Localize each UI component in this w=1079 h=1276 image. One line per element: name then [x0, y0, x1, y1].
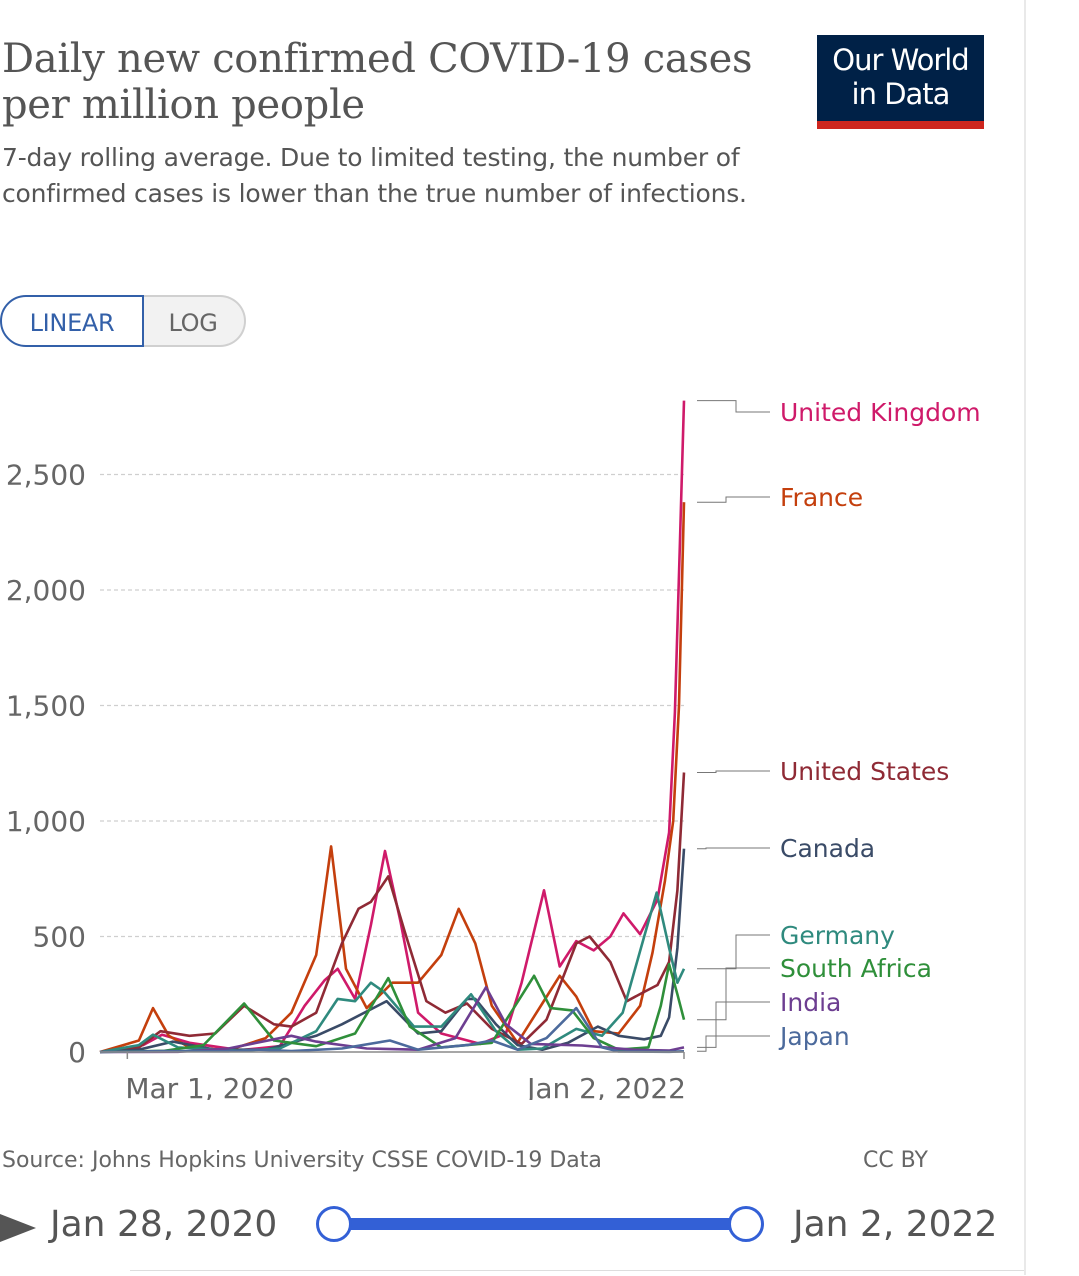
label-connector [697, 1035, 770, 1052]
series-label[interactable]: France [780, 483, 863, 512]
y-tick-label: 2,500 [6, 459, 86, 492]
timeline-slider-track[interactable] [334, 1218, 746, 1230]
y-tick-label: 500 [33, 921, 86, 954]
y-tick-label: 0 [68, 1036, 86, 1069]
series-line-japan[interactable] [99, 1006, 685, 1054]
chart-subtitle: 7-day rolling average. Due to limited te… [2, 143, 747, 208]
series-label[interactable]: Germany [780, 921, 895, 950]
label-connector [697, 496, 770, 503]
panel-border [1024, 0, 1026, 1275]
label-layer: United Kingdom France United States Canada G… [697, 398, 981, 1052]
series-label[interactable]: United Kingdom [780, 398, 981, 427]
series-label[interactable]: Japan [778, 1022, 850, 1051]
y-tick-label: 1,500 [6, 690, 86, 723]
license-link[interactable]: CC BY [862, 1148, 928, 1173]
chart-title: Daily new confirmed COVID-19 cases per m… [2, 36, 753, 128]
series-line-south-africa[interactable] [99, 962, 686, 1054]
timeline-start-handle[interactable] [316, 1206, 352, 1242]
y-tick-label: 1,000 [6, 805, 86, 838]
label-connector [697, 770, 770, 773]
label-connector [697, 934, 770, 970]
label-connector [697, 1001, 770, 1048]
chart-card: Daily new confirmed COVID-19 cases per m… [0, 35, 1024, 1276]
tab-strip [130, 1270, 1024, 1276]
logo-accent-bar [817, 121, 984, 129]
timeline-end-date: Jan 2, 2022 [793, 1204, 998, 1245]
logo-line-1: Our World [832, 43, 969, 77]
series-line-united-kingdom[interactable] [99, 400, 686, 1054]
y-tick-label: 2,000 [6, 574, 86, 607]
series-label[interactable]: Canada [780, 834, 875, 863]
logo-line-2: in Data [851, 77, 951, 111]
timeline-end-handle[interactable] [728, 1206, 764, 1242]
series-line-united-states[interactable] [99, 772, 686, 1054]
series-line-france[interactable] [99, 502, 686, 1054]
log-scale-button[interactable]: LOG [142, 295, 246, 347]
line-chart: 0 500 1,000 1,500 2,000 2,500 Mar 1, 2020 Jan 2… [6, 398, 981, 1101]
grid-layer [100, 473, 684, 938]
label-connector [697, 847, 770, 850]
play-icon[interactable] [0, 1214, 36, 1242]
series-line-india[interactable] [99, 986, 685, 1054]
linear-scale-button[interactable]: LINEAR [0, 295, 144, 347]
series-label[interactable]: South Africa [780, 954, 932, 983]
x-tick-label: Mar 1, 2020 [125, 1072, 294, 1100]
series-label[interactable]: India [780, 988, 841, 1017]
owid-logo[interactable]: Our World in Data [817, 35, 984, 129]
label-connector [697, 967, 770, 1021]
series-label[interactable]: United States [780, 757, 949, 786]
timeline-start-date: Jan 28, 2020 [50, 1204, 278, 1245]
x-tick-label: Jan 2, 2022 [525, 1072, 686, 1100]
source-note[interactable]: Source: Johns Hopkins University CSSE CO… [2, 1148, 602, 1173]
series-layer [99, 400, 686, 1054]
label-connector [697, 400, 770, 413]
axis-layer: 0 500 1,000 1,500 2,000 2,500 Mar 1, 2020 Jan 2… [6, 459, 686, 1101]
